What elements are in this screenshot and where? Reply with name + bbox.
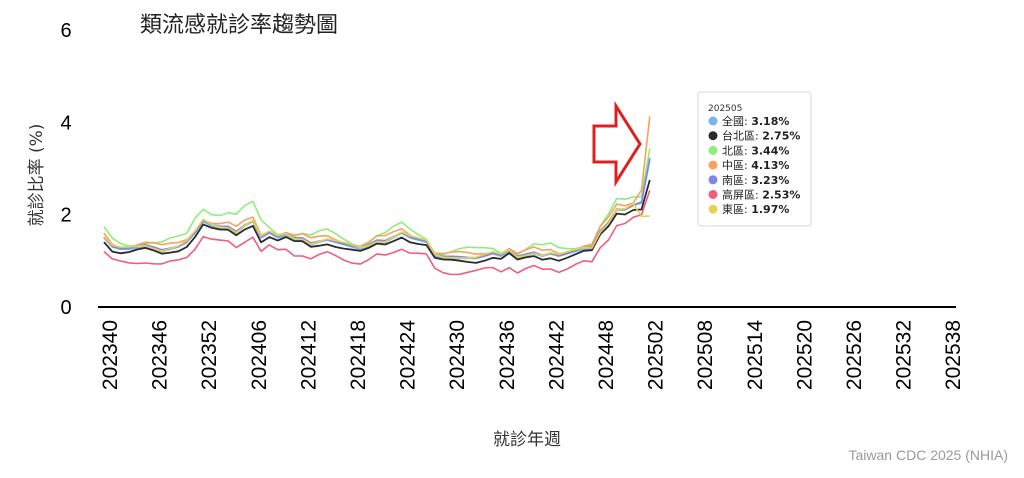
x-tick-label: 202448 [595,320,618,390]
x-axis-title: 就診年週 [493,430,561,450]
y-tick-label: 6 [60,20,71,42]
tooltip-marker [708,175,718,185]
series-line [103,202,650,259]
x-tick-label: 202526 [843,320,866,390]
x-tick-label: 202442 [545,320,568,390]
arrow-shape [592,100,642,188]
source-note: Taiwan CDC 2025 (NHIA) [849,447,1009,463]
tooltip-row: 南區: 3.23% [722,174,789,187]
series-line [103,148,651,256]
x-tick-label: 202418 [347,320,370,390]
series-line [103,179,651,264]
x-tick-label: 202532 [893,320,916,390]
y-tick-label: 0 [60,297,71,319]
tooltip-row: 台北區: 2.75% [722,129,800,143]
tooltip-marker [708,116,718,126]
tooltip-row: 全國: 3.18% [722,114,789,128]
y-ticks: 0 2 4 6 [60,20,71,319]
tooltip-marker [708,190,718,199]
series-line [103,157,651,259]
x-tick-label: 202520 [793,320,816,390]
x-ticks: 202340 202346 202352 202406 202412 202418 2024… [99,320,965,390]
x-tick-label: 202412 [297,320,320,390]
arrow-annotation-icon [592,100,642,188]
x-tick-label: 202406 [248,320,271,390]
y-tick-label: 4 [60,112,71,134]
tooltip-row: 北區: 3.44% [722,144,789,157]
series-line [103,189,651,276]
y-tick-label: 2 [60,205,71,227]
tooltip-box [697,91,812,227]
series-lines [103,116,651,276]
tooltip-title: 202505 [708,104,742,114]
tooltip-marker [708,145,718,155]
tooltip-marker [708,204,718,214]
x-tick-label: 202340 [99,320,122,390]
x-tick-label: 202352 [198,320,221,390]
tooltip-marker [708,131,718,141]
x-tick-label: 202538 [942,320,965,390]
x-tick-label: 202430 [446,320,469,390]
y-axis-title: 就診比率 (%) [27,124,47,227]
tooltip-row: 東區: 1.97% [722,203,789,216]
chart-title: 類流感就診率趨勢圖 [140,13,338,38]
x-tick-label: 202508 [694,320,717,390]
x-tick-label: 202502 [645,320,668,390]
x-tick-label: 202424 [397,320,420,390]
tooltip-row: 高屏區: 2.53% [722,188,800,202]
x-tick-label: 202346 [149,320,172,390]
tooltip-marker [708,160,718,170]
tooltip-row: 中區: 4.13% [722,159,789,172]
x-tick-label: 202436 [496,320,519,390]
x-tick-label: 202514 [744,320,767,390]
